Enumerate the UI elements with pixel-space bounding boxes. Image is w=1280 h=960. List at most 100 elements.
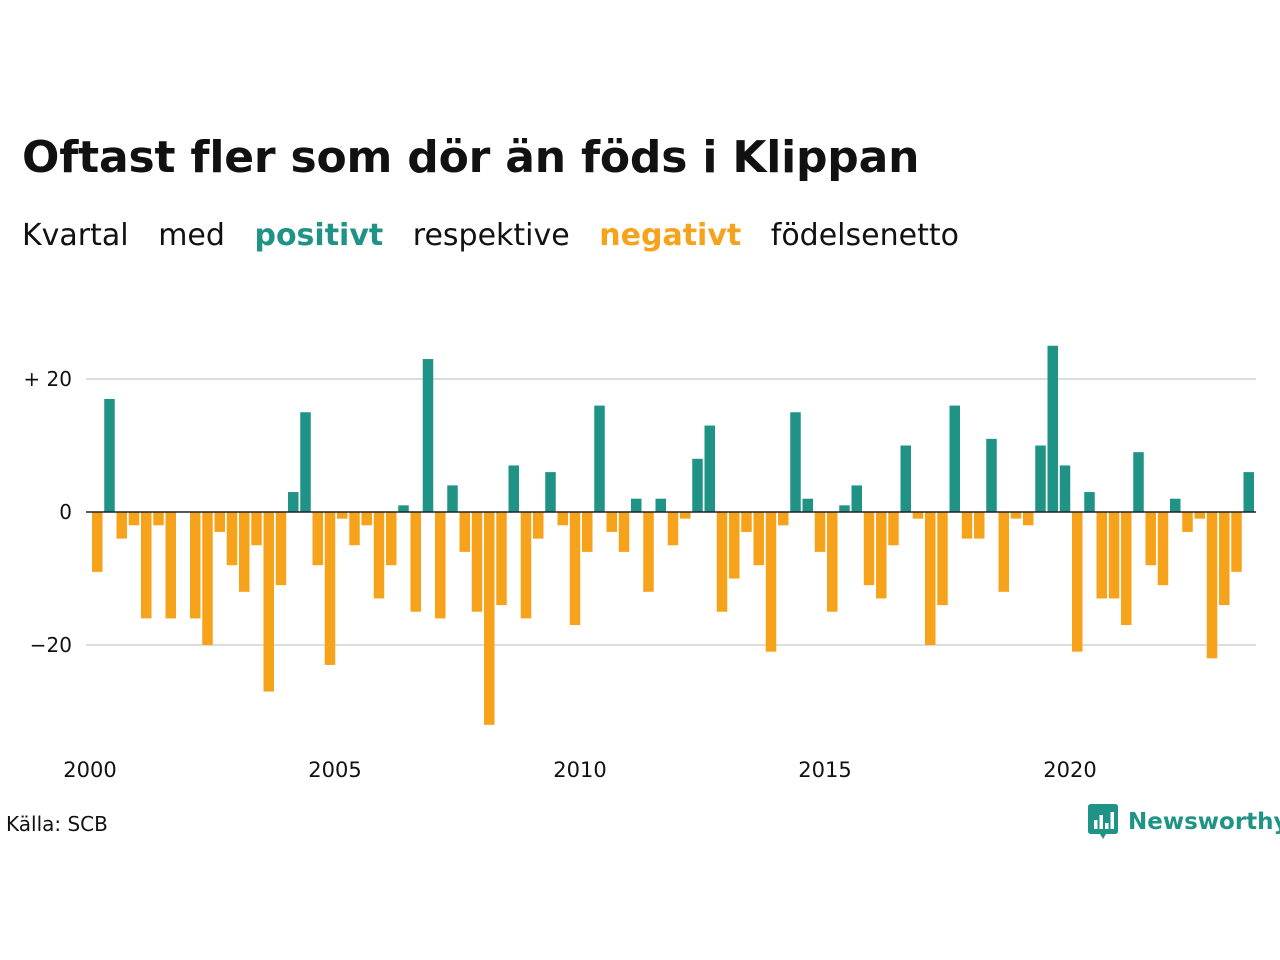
bar xyxy=(998,512,1009,592)
bar xyxy=(851,485,862,512)
bar xyxy=(190,512,201,619)
bar xyxy=(435,512,446,619)
bar xyxy=(1206,512,1218,659)
bar xyxy=(128,512,140,526)
bar xyxy=(337,512,348,519)
bar xyxy=(165,512,176,619)
bar xyxy=(1182,512,1193,532)
bar xyxy=(251,512,262,546)
bar xyxy=(631,498,642,512)
bar xyxy=(496,512,507,606)
bar xyxy=(300,412,311,512)
newsworthy-logo-icon xyxy=(1088,804,1118,839)
bar xyxy=(680,512,691,519)
bar xyxy=(643,512,654,592)
y-tick-label: −20 xyxy=(30,633,72,657)
bar xyxy=(876,512,887,599)
bar xyxy=(410,512,421,612)
bar xyxy=(1219,512,1230,606)
bar xyxy=(925,512,936,645)
bar xyxy=(1059,465,1071,512)
subtitle-positive-label: positivt xyxy=(254,218,384,253)
bar xyxy=(447,485,458,512)
bar xyxy=(1145,512,1156,566)
bar xyxy=(239,512,250,592)
bar xyxy=(533,512,544,539)
bar xyxy=(1096,512,1107,599)
bar xyxy=(1108,512,1120,599)
bar xyxy=(361,512,372,526)
bar xyxy=(986,438,997,512)
brand-logo: Newsworthy xyxy=(1088,804,1280,840)
bar xyxy=(1023,512,1034,526)
bar xyxy=(104,398,115,512)
bar xyxy=(324,512,336,665)
bar xyxy=(373,512,385,599)
x-tick-label: 2010 xyxy=(553,758,606,782)
bar xyxy=(1084,492,1095,512)
bar xyxy=(937,512,948,606)
bar xyxy=(753,512,764,566)
bar xyxy=(312,512,323,566)
bar xyxy=(508,465,519,512)
bar xyxy=(888,512,899,546)
bar xyxy=(1035,445,1046,512)
bar xyxy=(606,512,617,532)
subtitle-word-med: med xyxy=(158,218,225,253)
bar xyxy=(569,512,581,626)
bar xyxy=(594,405,605,512)
bar xyxy=(704,425,715,512)
bar xyxy=(790,412,801,512)
bar xyxy=(226,512,238,566)
bar xyxy=(692,458,703,512)
bar xyxy=(1010,512,1022,519)
bar xyxy=(802,498,813,512)
bar xyxy=(398,505,409,512)
bar xyxy=(961,512,973,539)
x-tick-label: 2015 xyxy=(798,758,851,782)
chart-title: Oftast fler som dör än föds i Klippan xyxy=(22,132,920,183)
bar xyxy=(1194,512,1205,519)
bar xyxy=(778,512,789,526)
bar xyxy=(545,472,556,512)
subtitle-negative-label: negativt xyxy=(599,218,742,253)
bar xyxy=(275,512,287,586)
bar xyxy=(912,512,924,519)
bar xyxy=(655,498,666,512)
subtitle-word-kvartal: Kvartal xyxy=(22,218,129,253)
bar xyxy=(557,512,568,526)
bar xyxy=(900,445,911,512)
bar xyxy=(459,512,470,552)
bar xyxy=(1243,472,1254,512)
brand-name: Newsworthy xyxy=(1128,809,1280,835)
y-tick-label: + 20 xyxy=(23,367,72,391)
bar xyxy=(386,512,397,566)
subtitle-word-fodelsenetto: födelsenetto xyxy=(770,218,959,253)
bar xyxy=(618,512,630,552)
bar xyxy=(827,512,838,612)
chart-subtitle: Kvartal med positivt respektive negativt… xyxy=(22,218,979,253)
bar xyxy=(582,512,593,552)
bar xyxy=(974,512,985,539)
bar xyxy=(741,512,752,532)
bar xyxy=(839,505,850,512)
bar xyxy=(814,512,826,552)
bar xyxy=(765,512,777,652)
bar xyxy=(1157,512,1169,586)
bar xyxy=(863,512,875,586)
bar xyxy=(729,512,740,579)
y-tick-label: 0 xyxy=(59,500,72,524)
bar xyxy=(1072,512,1083,652)
bar xyxy=(484,512,495,725)
x-tick-label: 2020 xyxy=(1043,758,1096,782)
bar xyxy=(153,512,164,526)
bar xyxy=(520,512,532,619)
bar xyxy=(1047,345,1058,512)
bar xyxy=(92,512,103,572)
bar xyxy=(471,512,483,612)
bar xyxy=(116,512,127,539)
bar xyxy=(263,512,274,692)
bar xyxy=(422,359,434,512)
bar xyxy=(949,405,960,512)
bar xyxy=(349,512,360,546)
